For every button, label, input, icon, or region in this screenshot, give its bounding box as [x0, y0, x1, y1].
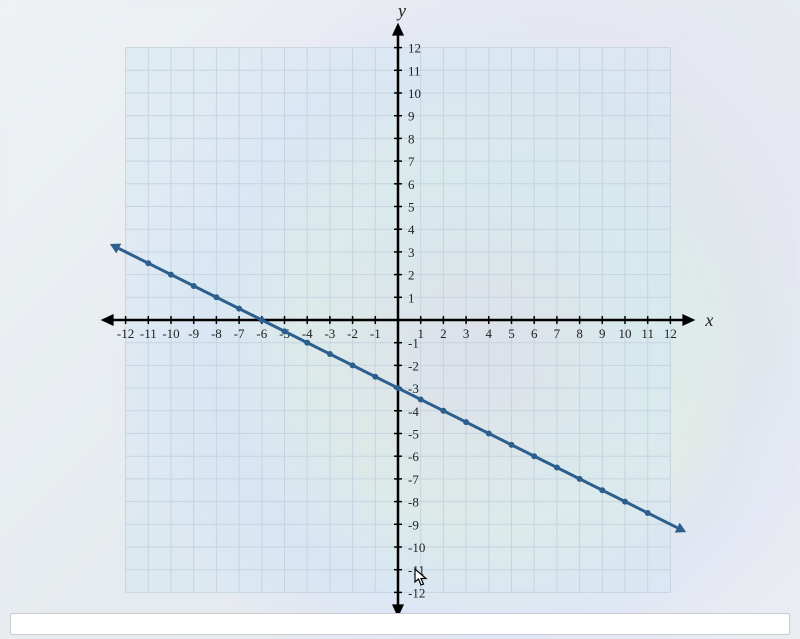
x-tick-label: -6 [256, 326, 267, 341]
line-point-marker [350, 362, 356, 368]
line-point-marker [327, 351, 333, 357]
y-tick-label: 12 [408, 41, 421, 56]
line-point-marker [213, 294, 219, 300]
x-tick-label: 8 [576, 326, 583, 341]
x-tick-label: -8 [211, 326, 222, 341]
x-tick-label: 7 [554, 326, 561, 341]
line-point-marker [509, 442, 515, 448]
line-point-marker [304, 340, 310, 346]
x-tick-label: -7 [234, 326, 245, 341]
x-tick-label: -1 [370, 326, 381, 341]
y-tick-label: 3 [408, 245, 415, 260]
y-tick-label: 7 [408, 154, 415, 169]
y-tick-label: -8 [408, 495, 419, 510]
line-point-marker [145, 260, 151, 266]
line-point-marker [486, 431, 492, 437]
y-tick-label: 1 [408, 290, 415, 305]
y-tick-label: -2 [408, 358, 419, 373]
x-tick-label: 3 [463, 326, 470, 341]
y-tick-label: -1 [408, 336, 419, 351]
x-tick-label: 5 [508, 326, 515, 341]
y-tick-label: 8 [408, 131, 415, 146]
line-point-marker [554, 465, 560, 471]
line-point-marker [463, 419, 469, 425]
y-tick-label: -4 [408, 404, 419, 419]
x-axis-label: x [704, 310, 713, 330]
line-point-marker [259, 317, 265, 323]
y-tick-label: 5 [408, 200, 415, 215]
y-tick-label: -9 [408, 517, 419, 532]
line-point-marker [440, 408, 446, 414]
y-axis-label: y [396, 1, 406, 21]
x-tick-label: -11 [140, 326, 157, 341]
line-point-marker [418, 396, 424, 402]
y-tick-label: -6 [408, 449, 419, 464]
coordinate-plane-chart: -12-11-10-9-8-7-6-5-4-3-2-11234567891011… [0, 0, 800, 639]
x-tick-label: -2 [347, 326, 358, 341]
line-point-marker [168, 272, 174, 278]
line-point-marker [599, 487, 605, 493]
y-tick-label: -12 [408, 585, 425, 600]
line-point-marker [645, 510, 651, 516]
line-point-marker [531, 453, 537, 459]
y-tick-label: -10 [408, 540, 425, 555]
x-tick-label: -3 [324, 326, 335, 341]
y-tick-label: -7 [408, 472, 419, 487]
line-point-marker [622, 499, 628, 505]
x-tick-label: 4 [486, 326, 493, 341]
y-tick-label: -5 [408, 427, 419, 442]
x-tick-label: -9 [188, 326, 199, 341]
y-tick-label: 10 [408, 86, 421, 101]
y-tick-label: -11 [408, 563, 425, 578]
x-tick-label: 9 [599, 326, 606, 341]
line-point-marker [236, 306, 242, 312]
y-tick-label: 6 [408, 177, 415, 192]
x-tick-label: 10 [619, 326, 632, 341]
line-point-marker [372, 374, 378, 380]
line-point-marker [191, 283, 197, 289]
x-tick-label: 11 [641, 326, 654, 341]
x-tick-label: 12 [664, 326, 677, 341]
line-point-marker [577, 476, 583, 482]
x-tick-label: -4 [302, 326, 313, 341]
x-tick-label: -12 [117, 326, 134, 341]
y-tick-label: 2 [408, 268, 415, 283]
line-point-marker [395, 385, 401, 391]
line-point-marker [282, 328, 288, 334]
x-tick-label: -10 [162, 326, 179, 341]
y-tick-label: 4 [408, 222, 415, 237]
y-tick-label: 11 [408, 63, 421, 78]
y-tick-label: 9 [408, 109, 415, 124]
x-tick-label: 2 [440, 326, 447, 341]
x-tick-label: 6 [531, 326, 538, 341]
answer-input-area[interactable] [10, 613, 790, 635]
